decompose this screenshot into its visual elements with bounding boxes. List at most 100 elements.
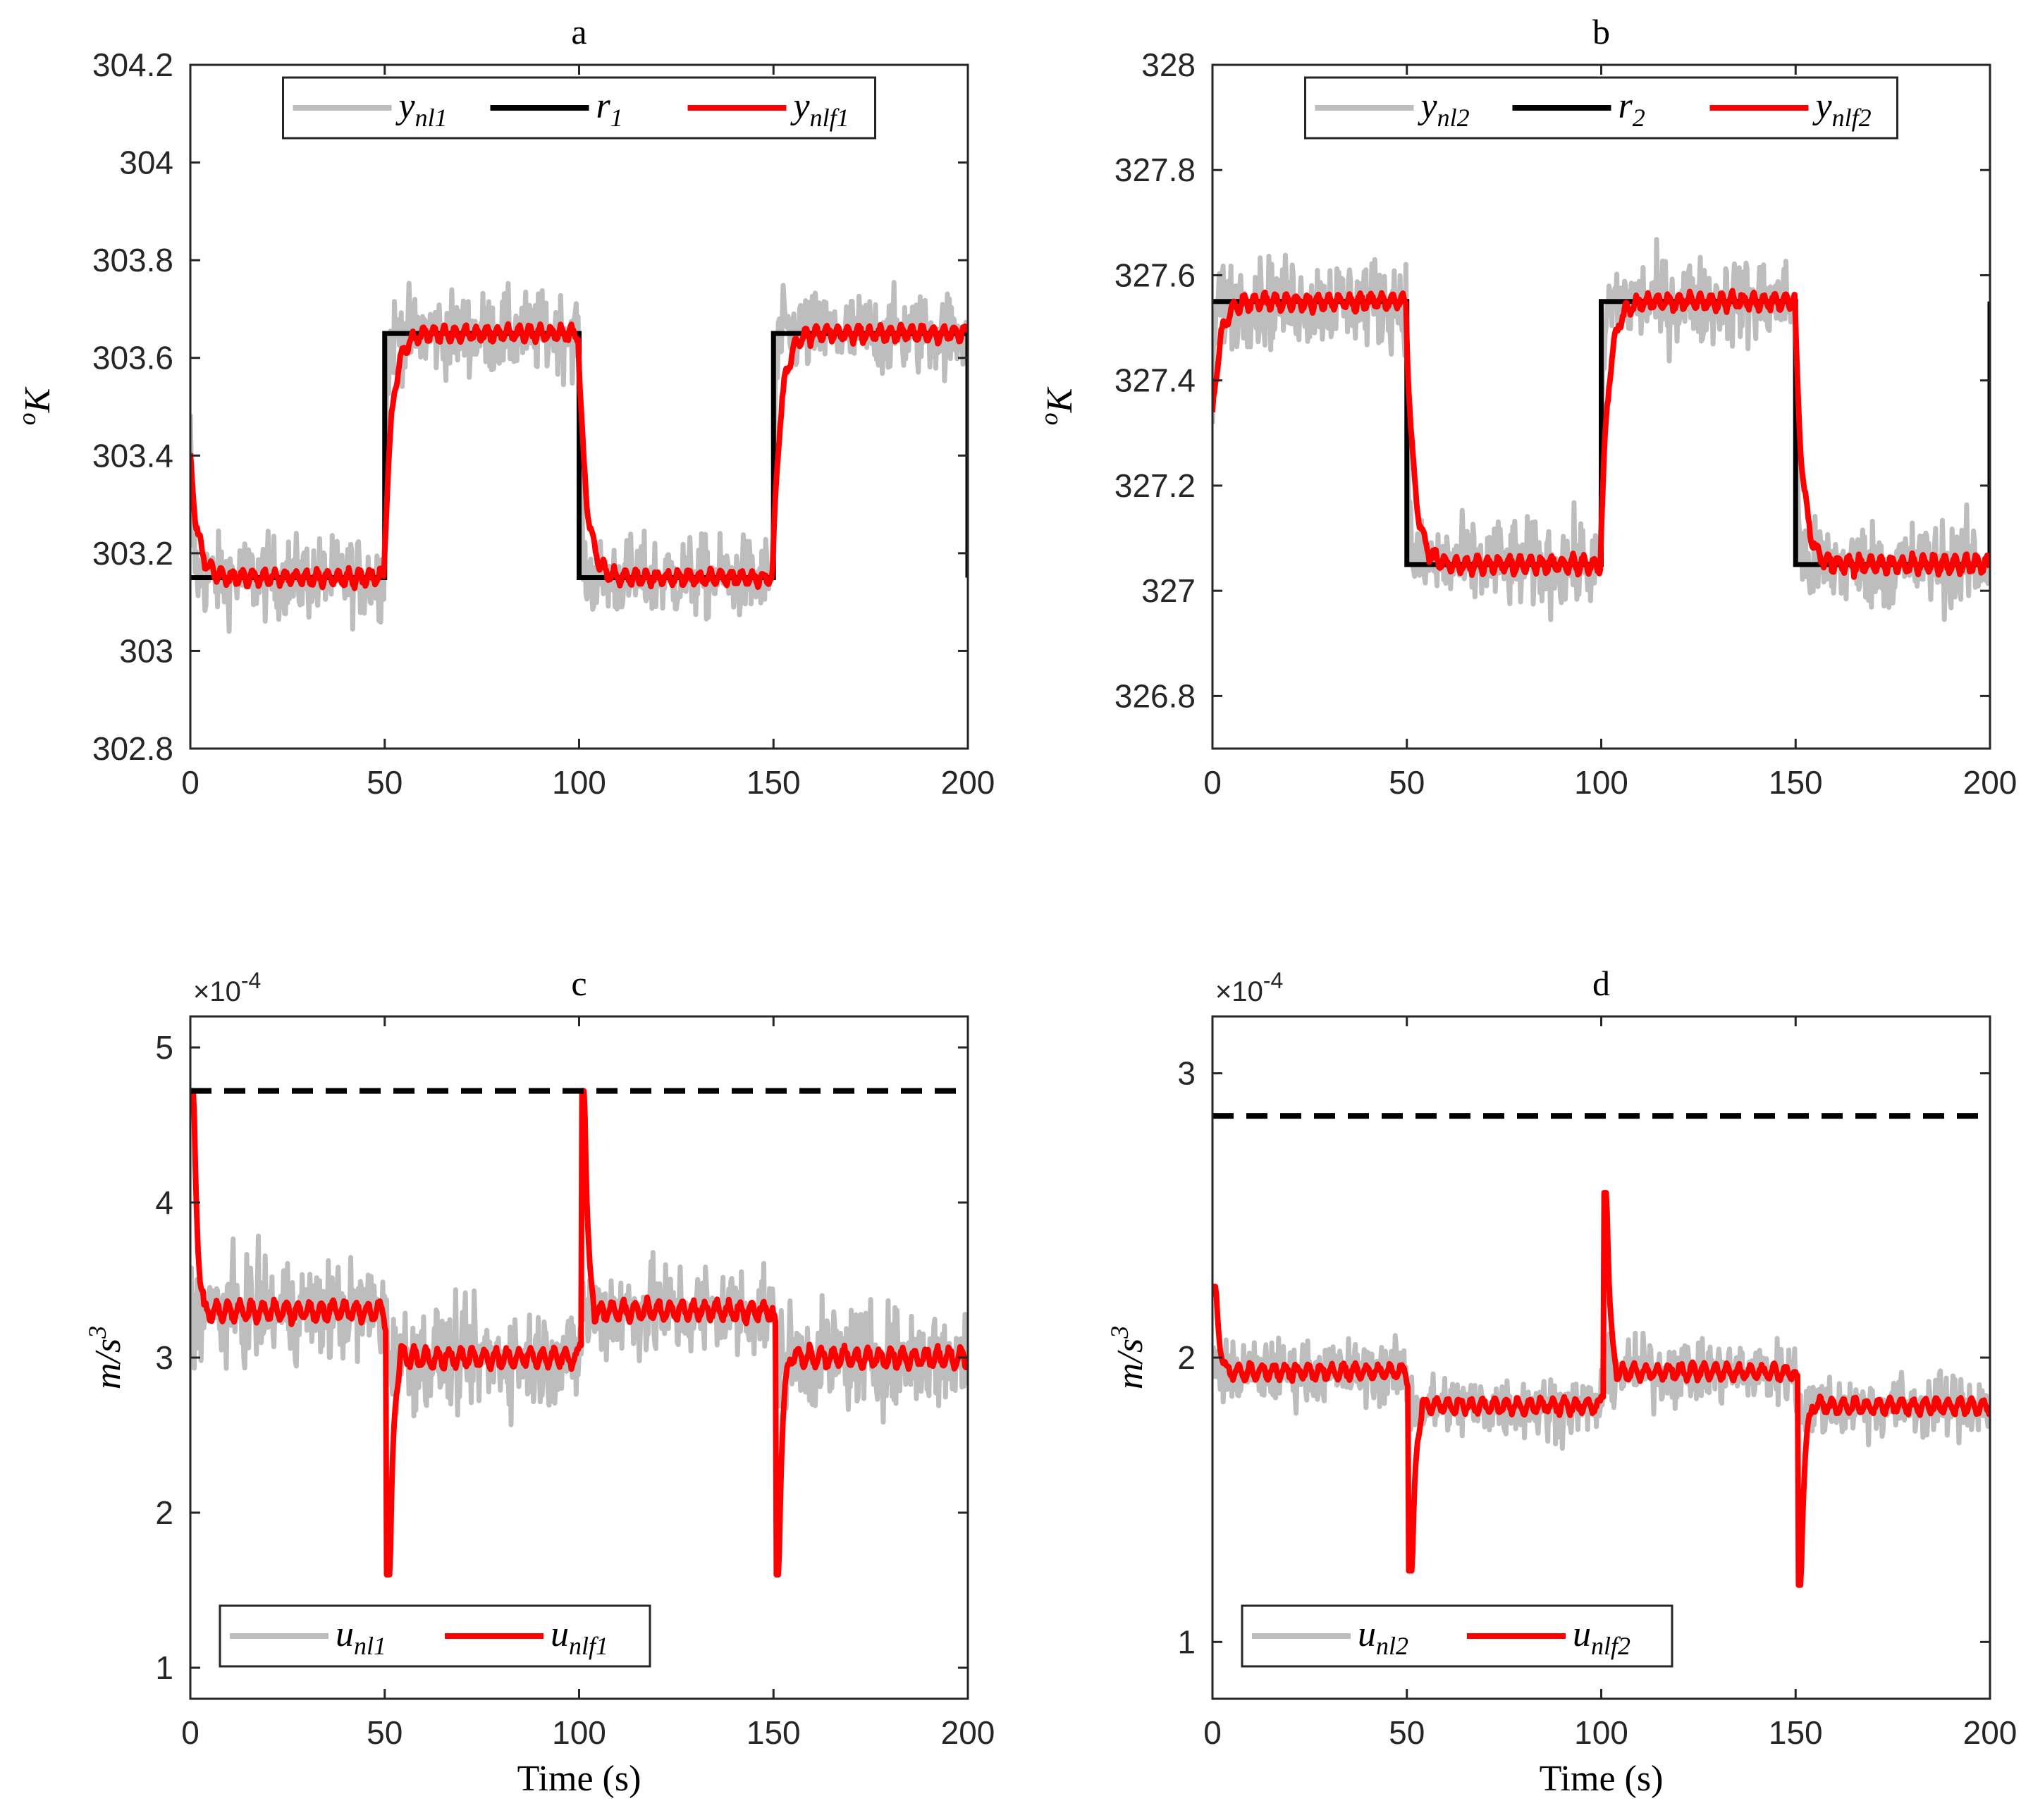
y-tick-label: 303 <box>119 632 173 669</box>
y-tick-label: 303.4 <box>92 437 173 474</box>
y-tick-label: 327.2 <box>1114 467 1196 504</box>
y-tick-label: 303.2 <box>92 535 173 572</box>
legend-main: y <box>1812 86 1833 126</box>
y-axis-label: m/s3 <box>1105 1326 1150 1389</box>
y-tick-label: 327.6 <box>1114 257 1196 293</box>
x-tick-label: 200 <box>1963 1714 2017 1751</box>
x-tick-label: 100 <box>552 1714 606 1751</box>
x-tick-label: 200 <box>1963 764 2017 801</box>
x-tick-label: 150 <box>747 764 801 801</box>
y-tick-label: 1 <box>1177 1623 1196 1660</box>
x-tick-label: 50 <box>1389 1714 1425 1751</box>
x-axis-label: Time (s) <box>1540 1759 1664 1799</box>
legend-main: u <box>551 1614 569 1654</box>
legend-sub: nl1 <box>354 1632 386 1660</box>
legend-label-ynl2: ynl2 <box>1418 86 1470 132</box>
y-tick-label: 303.8 <box>92 242 173 278</box>
x-tick-label: 100 <box>552 764 606 801</box>
legend-label-r1: r1 <box>596 86 623 132</box>
legend: unl1 unlf1 <box>219 1604 651 1668</box>
y-label-main: K <box>1040 386 1080 413</box>
y-exponent-power: -4 <box>1263 968 1283 993</box>
x-tick-label: 50 <box>1389 764 1425 801</box>
y-tick-label: 304 <box>119 145 173 181</box>
y-tick-label: 2 <box>1177 1339 1196 1376</box>
legend-sub: 1 <box>610 104 623 132</box>
y-tick-label: 3 <box>155 1339 173 1376</box>
legend-label-unlf2: unlf2 <box>1573 1614 1630 1660</box>
legend-sub: nlf1 <box>810 104 849 132</box>
panel-b: 0 50 100 150 200 326.8 327 327.2 327.4 327.6 327.8… <box>1035 12 2017 801</box>
legend-main: u <box>1358 1614 1376 1654</box>
y-label-main: m/s <box>1110 1339 1150 1389</box>
y-axis-label: oK <box>13 386 58 425</box>
legend-label-unl2: unl2 <box>1358 1614 1408 1660</box>
x-tick-label: 150 <box>1769 764 1823 801</box>
legend: unl2 unlf2 <box>1241 1604 1673 1668</box>
legend-label-unlf1: unlf1 <box>551 1614 608 1660</box>
legend-main: r <box>596 86 611 126</box>
series-ynlf1 <box>190 321 968 591</box>
series-unlf1 <box>190 1088 968 1578</box>
y-tick-label: 303.6 <box>92 340 173 376</box>
y-axis-label: oK <box>1035 386 1080 425</box>
y-exponent-power: -4 <box>241 968 261 993</box>
y-tick-label: 327 <box>1141 572 1196 609</box>
y-tick-label: 328 <box>1141 47 1196 83</box>
panel-title: d <box>1592 964 1610 1003</box>
x-tick-label: 0 <box>1203 1714 1222 1751</box>
legend-sub: nlf2 <box>1832 104 1872 132</box>
legend-sub: nl1 <box>415 104 448 132</box>
plot-area-b <box>1212 237 1990 622</box>
legend-label-r2: r2 <box>1619 86 1645 132</box>
x-tick-label: 100 <box>1574 764 1628 801</box>
x-tick-label: 150 <box>1769 1714 1823 1751</box>
y-tick-label: 4 <box>155 1184 173 1221</box>
legend-main: u <box>336 1614 354 1654</box>
series-unlf2 <box>1212 1190 1990 1588</box>
y-label-sup: 3 <box>1105 1326 1134 1339</box>
plot-area-c <box>190 1088 968 1578</box>
legend-label-ynlf1: ynlf1 <box>790 86 849 132</box>
legend-sub: nl2 <box>1376 1632 1408 1660</box>
y-tick-label: 302.8 <box>92 730 173 767</box>
legend: ynl2 r2 ynlf2 <box>1304 76 1898 140</box>
y-exponent-label: ×10-4 <box>193 968 261 1007</box>
legend-main: y <box>395 86 416 126</box>
y-label-sup: 3 <box>83 1326 111 1339</box>
plot-area-a <box>190 280 968 634</box>
panel-title: b <box>1592 12 1610 51</box>
y-tick-label: 1 <box>155 1649 173 1686</box>
y-tick-label: 326.8 <box>1114 677 1196 714</box>
legend-label-ynl1: ynl1 <box>395 86 448 132</box>
y-label-main: K <box>18 386 58 413</box>
y-tick-label: 2 <box>155 1494 173 1531</box>
y-label-sup: o <box>13 412 41 425</box>
x-tick-label: 50 <box>367 1714 403 1751</box>
y-tick-label: 5 <box>155 1029 173 1066</box>
panel-title: a <box>571 12 586 51</box>
x-tick-label: 0 <box>181 1714 199 1751</box>
panel-title: c <box>571 964 586 1003</box>
legend-sub: 2 <box>1633 104 1645 132</box>
x-tick-label: 100 <box>1574 1714 1628 1751</box>
y-tick-label: 327.4 <box>1114 362 1196 399</box>
legend-sub: nlf2 <box>1591 1632 1630 1660</box>
legend-label-ynlf2: ynlf2 <box>1812 86 1872 132</box>
x-axis-label: Time (s) <box>517 1759 641 1799</box>
legend-main: y <box>790 86 811 126</box>
legend-main: r <box>1619 86 1633 126</box>
panel-a: 0 50 100 150 200 302.8 303 303.2 303.4 303.6 303.8… <box>13 12 995 801</box>
y-axis-label: m/s3 <box>83 1326 128 1389</box>
legend-label-unl1: unl1 <box>336 1614 386 1660</box>
legend-main: u <box>1573 1614 1591 1654</box>
y-label-main: m/s <box>88 1339 128 1389</box>
legend-main: y <box>1418 86 1438 126</box>
y-tick-label: 304.2 <box>92 47 173 83</box>
plot-area-d <box>1212 1113 1990 1588</box>
x-tick-label: 200 <box>941 1714 995 1751</box>
x-tick-label: 0 <box>1203 764 1222 801</box>
legend-sub: nl2 <box>1437 104 1470 132</box>
